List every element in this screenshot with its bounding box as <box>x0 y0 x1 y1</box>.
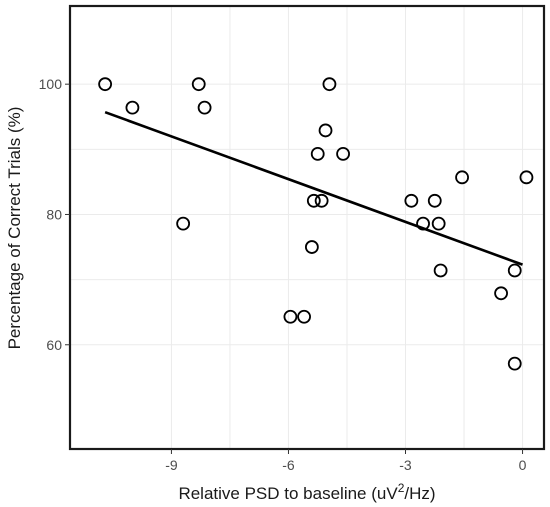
y-tick-label: 60 <box>46 337 62 353</box>
data-point <box>336 146 350 161</box>
data-point <box>176 216 191 231</box>
data-point <box>306 193 321 208</box>
x-tick-label: 0 <box>519 457 527 473</box>
data-point <box>310 146 325 161</box>
x-tick-label: -9 <box>165 457 178 473</box>
x-axis-title: Relative PSD to baseline (uV2/Hz) <box>178 481 435 503</box>
data-point <box>494 286 508 301</box>
grid <box>70 6 544 449</box>
data-point <box>427 193 442 208</box>
data-point <box>404 193 419 208</box>
data-point <box>314 193 329 208</box>
data-point <box>297 309 311 324</box>
data-point <box>455 170 469 185</box>
plot-panel-border <box>68 4 546 451</box>
data-point <box>507 356 522 371</box>
data-point <box>318 123 333 138</box>
data-point <box>197 100 212 115</box>
data-point <box>416 216 430 231</box>
data-point <box>431 216 446 231</box>
data-point <box>507 263 522 278</box>
regression-line-group <box>104 110 523 266</box>
data-point <box>322 77 337 92</box>
data-point <box>283 309 298 324</box>
data-point <box>519 170 534 185</box>
y-axis-ticks: 60 80 100 <box>39 76 70 353</box>
y-axis-title: Percentage of Correct Trials (%) <box>5 107 24 350</box>
data-point <box>304 240 319 254</box>
x-axis-ticks: -9 -6 -3 0 <box>165 449 527 473</box>
y-tick-label: 80 <box>46 206 62 222</box>
data-point <box>433 263 448 278</box>
y-tick-label: 100 <box>39 76 63 92</box>
regression-line <box>104 110 523 266</box>
x-tick-label: -6 <box>282 457 295 473</box>
x-axis-title-superscript: 2 <box>398 481 405 495</box>
data-point <box>98 77 113 92</box>
data-points <box>98 77 534 371</box>
data-point <box>125 100 140 115</box>
x-tick-label: -3 <box>399 457 412 473</box>
data-point <box>191 77 206 92</box>
